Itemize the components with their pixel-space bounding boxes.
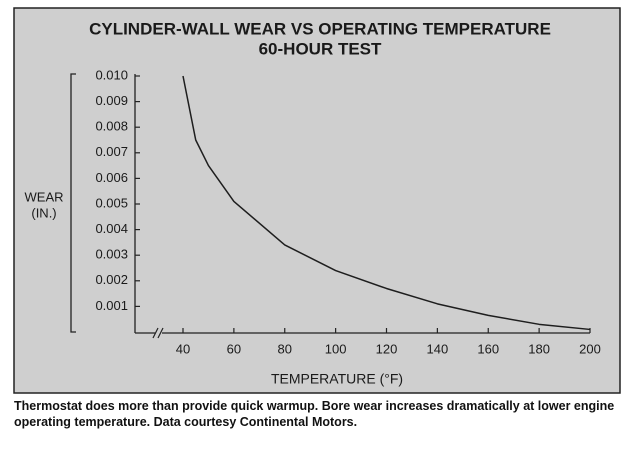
y-bracket [70,73,76,333]
y-tick-label: 0.003 [95,247,128,262]
panel [13,7,621,394]
y-tick-label: 0.004 [95,221,128,236]
y-tick-label: 0.009 [95,93,128,108]
y-tick-label: 0.001 [95,298,128,313]
x-tick-label: 120 [376,341,398,356]
line [182,75,591,331]
x-axis-label: TEMPERATURE (°F) [271,371,403,387]
caption: Thermostat does more than provide quick … [14,399,615,429]
x-tick-label: 100 [325,341,347,356]
y-tick-label: 0.005 [95,195,128,210]
x-tick-label: 200 [579,341,601,356]
y-tick-label: 0.002 [95,272,128,287]
x-tick-label: 40 [176,341,190,356]
y-tick-label: 0.007 [95,144,128,159]
chart-title: CYLINDER-WALL WEAR VS OPERATING TEMPERAT… [89,19,551,38]
x-tick-label: 160 [477,341,499,356]
chart-subtitle: 60-HOUR TEST [259,39,382,58]
y-axis-label: (IN.) [31,205,56,220]
x-tick-label: 60 [227,341,241,356]
x-tick-label: 140 [427,341,449,356]
x-tick-label: 80 [278,341,292,356]
y-tick-label: 0.006 [95,170,128,185]
axis-break [152,327,164,339]
y-tick-label: 0.008 [95,119,128,134]
x-tick-label: 180 [528,341,550,356]
chart: CYLINDER-WALL WEAR VS OPERATING TEMPERAT… [13,7,621,394]
y-tick-label: 0.010 [95,67,128,82]
y-axis-label: WEAR [25,189,64,204]
